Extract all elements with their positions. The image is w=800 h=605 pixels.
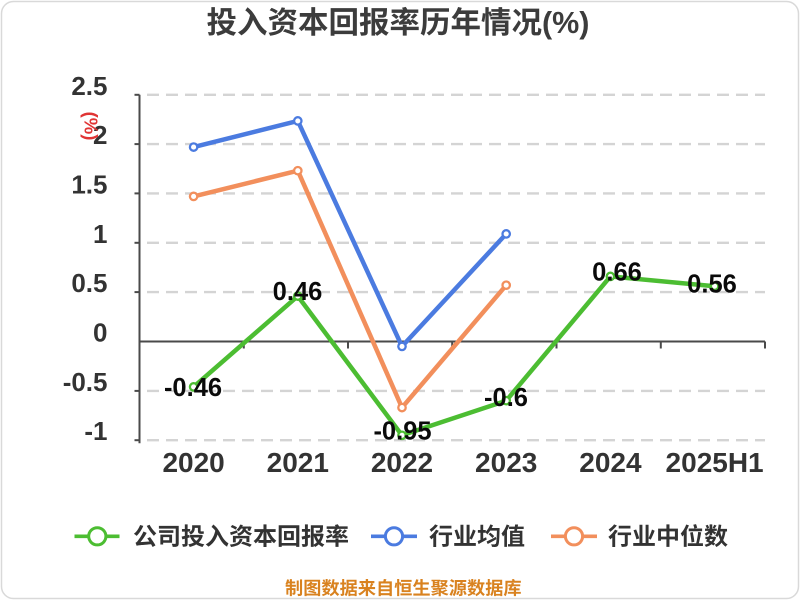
svg-text:(%): (%): [542, 6, 589, 40]
svg-text:-1: -1: [84, 416, 107, 446]
svg-text:2: 2: [93, 120, 107, 150]
svg-text:(%): (%): [81, 112, 102, 141]
svg-text:2023: 2023: [475, 447, 537, 478]
svg-text:1: 1: [93, 219, 107, 249]
svg-text:2021: 2021: [267, 447, 329, 478]
svg-text:-0.6: -0.6: [484, 384, 528, 412]
svg-text:2020: 2020: [162, 447, 224, 478]
svg-text:2024: 2024: [579, 447, 642, 478]
svg-text:0.66: 0.66: [592, 259, 642, 287]
svg-text:0.5: 0.5: [71, 268, 107, 298]
svg-text:0.56: 0.56: [687, 271, 737, 299]
svg-text:-0.95: -0.95: [373, 418, 431, 446]
svg-text:-0.5: -0.5: [63, 367, 108, 397]
svg-text:2.5: 2.5: [71, 71, 107, 101]
svg-text:0.46: 0.46: [273, 278, 323, 306]
svg-text:2025H1: 2025H1: [666, 447, 764, 478]
svg-text:0: 0: [93, 318, 107, 348]
svg-text:-0.46: -0.46: [164, 374, 222, 402]
svg-text:2022: 2022: [371, 447, 433, 478]
svg-text:1.5: 1.5: [71, 169, 107, 199]
